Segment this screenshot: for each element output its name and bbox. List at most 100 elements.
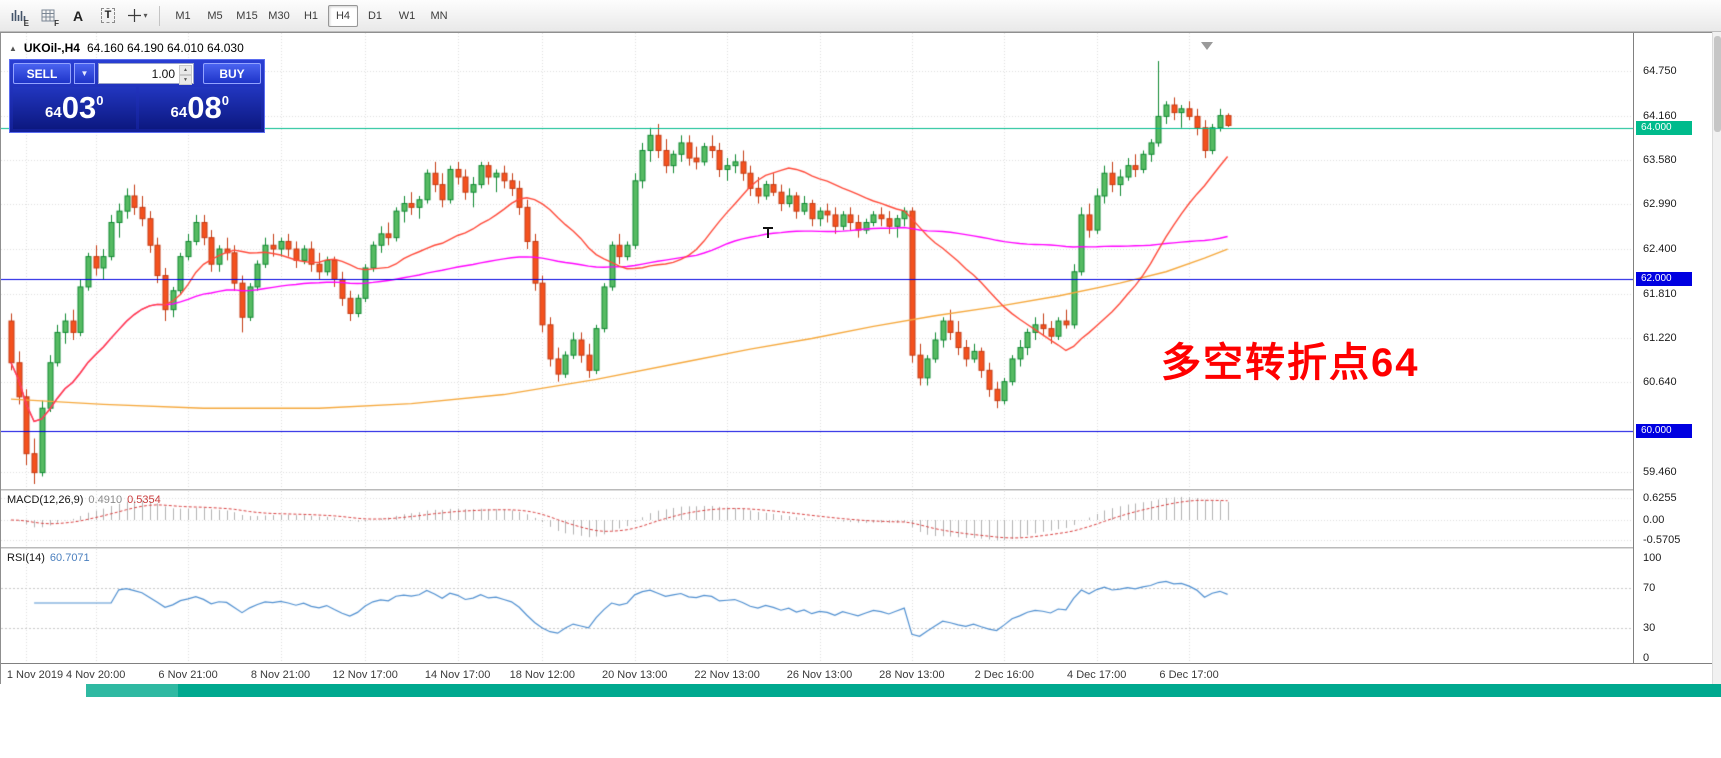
- price-axis-label: 63.580: [1643, 153, 1677, 166]
- rsi-axis-label: 30: [1643, 622, 1656, 634]
- crosshair-glyph: [128, 9, 142, 22]
- price-axis[interactable]: 64.750 64.160 63.580 62.990 62.400 61.810 61.2…: [1633, 33, 1721, 664]
- letter-t-glyph: T: [100, 8, 116, 23]
- time-axis-label: 1 Nov 2019: [6, 669, 64, 681]
- buy-button[interactable]: BUY: [203, 63, 261, 84]
- timeframe-d1-button[interactable]: D1: [360, 5, 390, 27]
- chart-e-icon[interactable]: E: [5, 4, 31, 28]
- macd-pane-canvas[interactable]: [1, 491, 1633, 547]
- chart-text-annotation: 多空转折点64: [1161, 341, 1420, 385]
- rsi-pane-canvas[interactable]: [1, 549, 1633, 663]
- toolbar-icon-group: E F A T ▾: [5, 4, 151, 28]
- macd-indicator-label: MACD(12,26,9) 0.4910 0.5354: [7, 494, 161, 506]
- timeframe-mn-button[interactable]: MN: [424, 5, 454, 27]
- volume-increase-button[interactable]: ▲: [179, 65, 192, 75]
- timeframe-m5-button[interactable]: M5: [200, 5, 230, 27]
- ask-sup: 0: [221, 93, 229, 108]
- rsi-value: 60.7071: [49, 552, 90, 564]
- price-axis-label: 61.810: [1643, 287, 1677, 300]
- macd-main-value: 0.4910: [88, 494, 123, 506]
- rsi-axis-label: 100: [1643, 552, 1662, 564]
- ask-main: 64: [170, 104, 188, 121]
- time-axis-label: 6 Dec 17:00: [1159, 669, 1219, 681]
- text-label-icon[interactable]: T: [95, 4, 121, 28]
- bottom-status-strip: [0, 684, 1721, 697]
- time-axis-label: 2 Dec 16:00: [974, 669, 1034, 681]
- price-axis-label: 62.990: [1643, 198, 1677, 211]
- chart-ohlc-title: ▲ UKOil-,H4 64.160 64.190 64.010 64.030: [9, 41, 244, 55]
- volume-decrease-button[interactable]: ▼: [179, 75, 192, 85]
- timeframe-m15-button[interactable]: M15: [232, 5, 262, 27]
- time-axis[interactable]: 1 Nov 2019 4 Nov 20:00 6 Nov 21:00 8 Nov 21…: [1, 663, 1721, 685]
- sell-button[interactable]: SELL: [13, 63, 71, 84]
- icon-sub-label: E: [23, 18, 29, 28]
- panel-collapse-icon[interactable]: ▲: [9, 43, 17, 53]
- time-axis-label: 20 Nov 13:00: [601, 669, 668, 681]
- chart-shift-marker-icon: [1201, 42, 1213, 50]
- price-axis-label: 64.750: [1643, 64, 1677, 77]
- bid-big: 03: [61, 90, 97, 125]
- macd-name: MACD(12,26,9): [7, 494, 84, 506]
- time-axis-label: 8 Nov 21:00: [250, 669, 311, 681]
- main-chart-canvas[interactable]: [1, 33, 1633, 489]
- volume-field: ▲ ▼: [98, 63, 194, 85]
- grid-f-icon[interactable]: F: [35, 4, 61, 28]
- icon-sub-label: F: [54, 18, 59, 28]
- chevron-down-icon: ▾: [143, 11, 148, 20]
- trade-controls-row: SELL ▼ ▲ ▼ BUY: [10, 60, 264, 87]
- time-axis-label: 6 Nov 21:00: [158, 669, 218, 681]
- ask-big: 08: [187, 90, 222, 125]
- price-display-row: 64 03 0 64 08 0: [10, 87, 264, 132]
- price-axis-label: 62.400: [1643, 243, 1677, 256]
- timeframe-m30-button[interactable]: M30: [264, 5, 294, 27]
- one-click-trading-panel: SELL ▼ ▲ ▼ BUY 64 03 0: [9, 59, 265, 133]
- pane-separator[interactable]: [1, 547, 1721, 549]
- ohlc-values: 64.160 64.190 64.010 64.030: [86, 41, 244, 55]
- toolbar-separator: [159, 5, 160, 26]
- price-line-badge: 62.000: [1636, 272, 1692, 287]
- macd-axis-label: 0.6255: [1643, 492, 1677, 505]
- time-axis-label: 26 Nov 13:00: [786, 669, 853, 681]
- macd-signal-value: 0.5354: [127, 494, 161, 506]
- volume-spinner: ▲ ▼: [179, 65, 192, 85]
- timeframe-h4-button[interactable]: H4: [328, 4, 358, 27]
- bar-chart-glyph: [11, 10, 25, 21]
- macd-axis-label: 0.00: [1643, 514, 1665, 526]
- volume-dropdown[interactable]: ▼: [74, 63, 95, 84]
- time-axis-label: 12 Nov 17:00: [332, 669, 398, 681]
- status-strip-segment: [86, 684, 178, 697]
- volume-input[interactable]: [99, 66, 177, 81]
- mouse-cursor: [763, 227, 773, 238]
- ask-price: 64 08 0: [138, 87, 261, 129]
- pane-separator[interactable]: [1, 489, 1721, 491]
- bid-main: 64: [45, 104, 62, 121]
- time-axis-label: 4 Nov 20:00: [66, 669, 126, 681]
- crosshair-icon[interactable]: ▾: [125, 4, 151, 28]
- font-a-icon[interactable]: A: [65, 4, 91, 28]
- toolbar: E F A T ▾ M1 M5 M15 M30 H1 H4 D1 W1 MN: [0, 0, 1721, 32]
- price-axis-label: 64.160: [1643, 109, 1677, 122]
- price-axis-label: 59.460: [1643, 465, 1677, 478]
- rsi-axis-label: 0: [1643, 652, 1650, 664]
- scrollbar-thumb[interactable]: [1714, 36, 1721, 132]
- bid-sup: 0: [96, 93, 104, 108]
- vertical-scrollbar[interactable]: [1712, 32, 1721, 684]
- chart-window: 64.750 64.160 63.580 62.990 62.400 61.810 61.2…: [0, 32, 1721, 685]
- time-axis-label: 22 Nov 13:00: [694, 669, 760, 681]
- bid-price: 64 03 0: [13, 87, 136, 129]
- timeframe-h1-button[interactable]: H1: [296, 5, 326, 27]
- time-axis-label: 4 Dec 17:00: [1067, 669, 1127, 681]
- price-axis-label: 60.640: [1643, 376, 1677, 389]
- price-axis-label: 61.220: [1643, 332, 1677, 345]
- rsi-indicator-label: RSI(14) 60.7071: [7, 552, 90, 564]
- timeframe-m1-button[interactable]: M1: [168, 5, 198, 27]
- macd-axis-label: -0.5705: [1643, 533, 1681, 546]
- price-line-badge: 60.000: [1636, 423, 1692, 438]
- timeframe-w1-button[interactable]: W1: [392, 5, 422, 27]
- chevron-down-icon: ▼: [80, 69, 89, 78]
- status-strip-segment: [178, 684, 1721, 697]
- time-axis-label: 28 Nov 13:00: [879, 669, 945, 681]
- rsi-name: RSI(14): [7, 552, 45, 564]
- letter-a-glyph: A: [72, 7, 84, 24]
